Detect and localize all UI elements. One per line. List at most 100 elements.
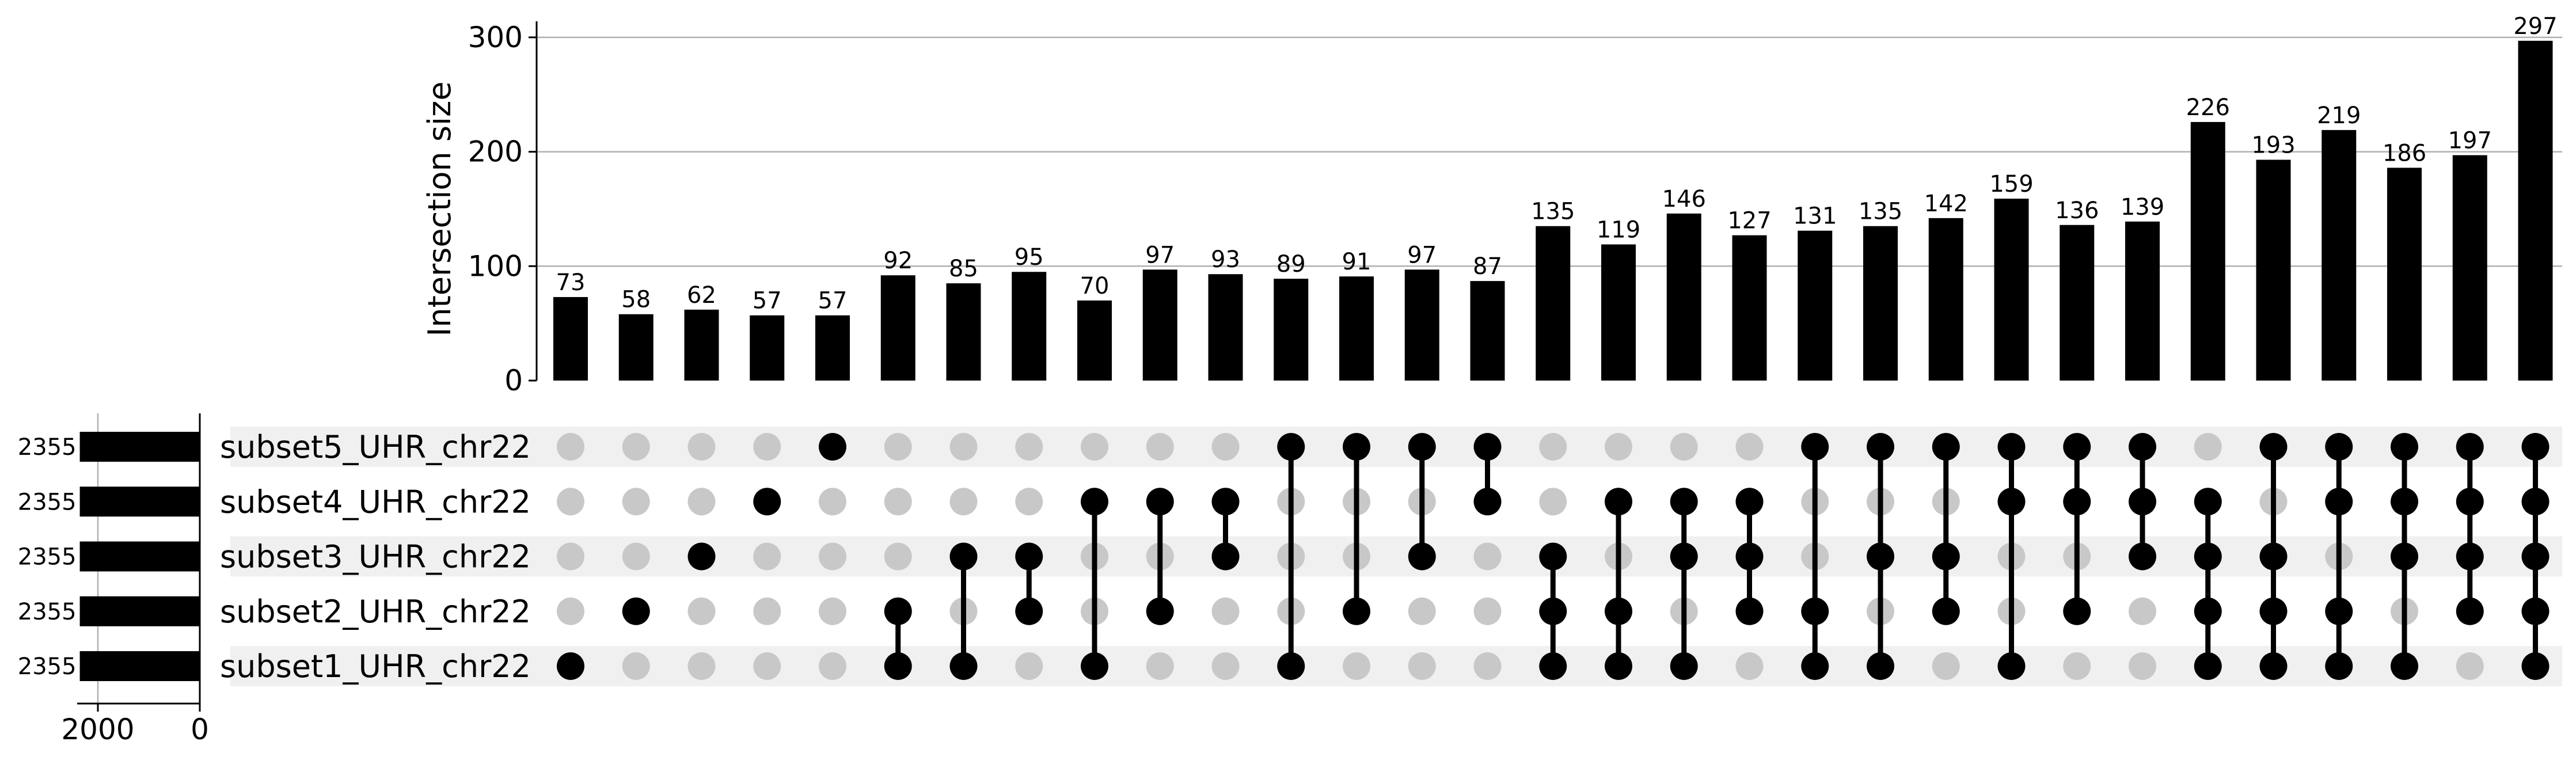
intersection-bar-label: 57 [753, 288, 782, 314]
intersection-bar [1994, 199, 2029, 381]
matrix-dot-inactive [1735, 433, 1764, 461]
set-name-label: subset1_UHR_chr22 [220, 648, 531, 685]
set-name-label: subset3_UHR_chr22 [220, 539, 531, 575]
y-tick-label: 200 [468, 135, 523, 169]
matrix-dot-inactive [884, 542, 912, 571]
y-axis-title: Intersection size [421, 81, 458, 336]
matrix-dot-active [949, 652, 978, 680]
matrix-dot-active [1801, 433, 1829, 461]
y-tick-label: 300 [468, 21, 523, 54]
intersection-bar-label: 226 [2186, 94, 2230, 121]
matrix-dot-active [1932, 433, 1960, 461]
matrix-dot-active [1081, 652, 1108, 680]
matrix-dot-inactive [622, 488, 650, 516]
matrix-dot-inactive [557, 542, 584, 571]
intersection-bar [1798, 230, 1833, 381]
intersection-bar-label: 62 [687, 282, 716, 309]
matrix-dot-active [1997, 488, 2026, 516]
intersection-bar [1208, 274, 1243, 381]
matrix-dot-inactive [949, 433, 978, 461]
matrix-dot-active [1146, 597, 1174, 625]
intersection-bar [2322, 130, 2357, 381]
intersection-bar [2387, 168, 2422, 381]
matrix-dot-active [1605, 488, 1632, 516]
set-name-label: subset2_UHR_chr22 [220, 594, 531, 630]
matrix-dot-active [1932, 542, 1960, 571]
matrix-dot-inactive [622, 652, 650, 680]
matrix-dot-inactive [622, 433, 650, 461]
intersection-bars [553, 40, 2553, 381]
matrix-dot-inactive [687, 433, 716, 461]
intersection-bar [2125, 221, 2160, 381]
set-size-tick-label: 0 [191, 713, 209, 746]
matrix-dot-inactive [687, 652, 716, 680]
matrix-dot-active [1867, 542, 1894, 571]
matrix-dot-inactive [2194, 433, 2222, 461]
intersection-bar [1536, 226, 1571, 381]
matrix-dot-active [1867, 652, 1894, 680]
matrix-dot-inactive [557, 597, 584, 625]
matrix-dot-active [2259, 542, 2288, 571]
matrix-dot-active [2391, 488, 2418, 516]
matrix-dot-active [1735, 542, 1764, 571]
matrix-dot-active [1801, 652, 1829, 680]
intersection-bar [684, 309, 719, 381]
matrix-dot-inactive [1473, 652, 1502, 680]
intersection-bar-label: 70 [1080, 273, 1110, 299]
intersection-bar-label: 92 [883, 248, 913, 274]
intersection-bar [880, 275, 915, 381]
matrix-dot-active [2259, 597, 2288, 625]
matrix-dot-inactive [557, 433, 584, 461]
intersection-bar-label: 197 [2448, 128, 2492, 154]
matrix-dot-inactive [687, 488, 716, 516]
intersection-bar-label: 91 [1342, 249, 1371, 275]
intersection-bar [1012, 272, 1047, 381]
matrix-dot-inactive [1146, 433, 1174, 461]
matrix-dot-inactive [753, 542, 781, 571]
matrix-row-shade [230, 427, 2562, 467]
matrix-dot-inactive [1605, 433, 1632, 461]
intersection-bar [1928, 218, 1963, 381]
matrix-dot-inactive [557, 488, 584, 516]
matrix-dot-active [753, 488, 781, 516]
intersection-bar [2518, 40, 2553, 381]
set-size-label: 2355 [18, 489, 77, 515]
set-size-label: 2355 [18, 599, 77, 625]
matrix-dot-active [1867, 433, 1894, 461]
matrix-dot-active [819, 433, 846, 461]
matrix-dot-inactive [2129, 652, 2156, 680]
set-size-tick-label: 2000 [61, 713, 134, 746]
intersection-bar [2452, 155, 2487, 381]
intersection-bar-label: 73 [556, 269, 586, 296]
matrix-dot-inactive [1015, 488, 1043, 516]
matrix-dot-active [2521, 542, 2550, 571]
matrix-dot-inactive [1211, 597, 1240, 625]
matrix-dot-active [2456, 433, 2484, 461]
matrix-dot-active [2194, 488, 2222, 516]
intersection-bar [1339, 276, 1374, 381]
matrix-dot-inactive [2063, 652, 2091, 680]
intersection-bar-label: 97 [1407, 242, 1437, 268]
matrix-dot-active [1997, 652, 2026, 680]
matrix-dot-inactive [1015, 433, 1043, 461]
intersection-bar [946, 283, 981, 381]
intersection-bar-label: 58 [621, 287, 651, 313]
intersection-bar [1470, 281, 1505, 381]
matrix-dot-inactive [1473, 597, 1502, 625]
intersection-bar [815, 315, 850, 381]
intersection-bar [2060, 225, 2095, 381]
intersection-bar-label: 87 [1473, 253, 1502, 280]
set-size-bar [79, 541, 200, 572]
matrix-dot-active [2391, 542, 2418, 571]
axes [77, 21, 538, 712]
matrix-dot-active [1735, 597, 1764, 625]
intersection-bar-label: 127 [1727, 208, 1771, 234]
matrix-dot-inactive [753, 652, 781, 680]
matrix-dot-active [2259, 652, 2288, 680]
intersection-bar [1142, 269, 1177, 381]
set-size-bar [79, 596, 200, 626]
matrix-dot-active [2063, 433, 2091, 461]
set-size-label: 2355 [18, 544, 77, 571]
matrix-dot-inactive [819, 652, 846, 680]
matrix-dot-active [2129, 542, 2156, 571]
